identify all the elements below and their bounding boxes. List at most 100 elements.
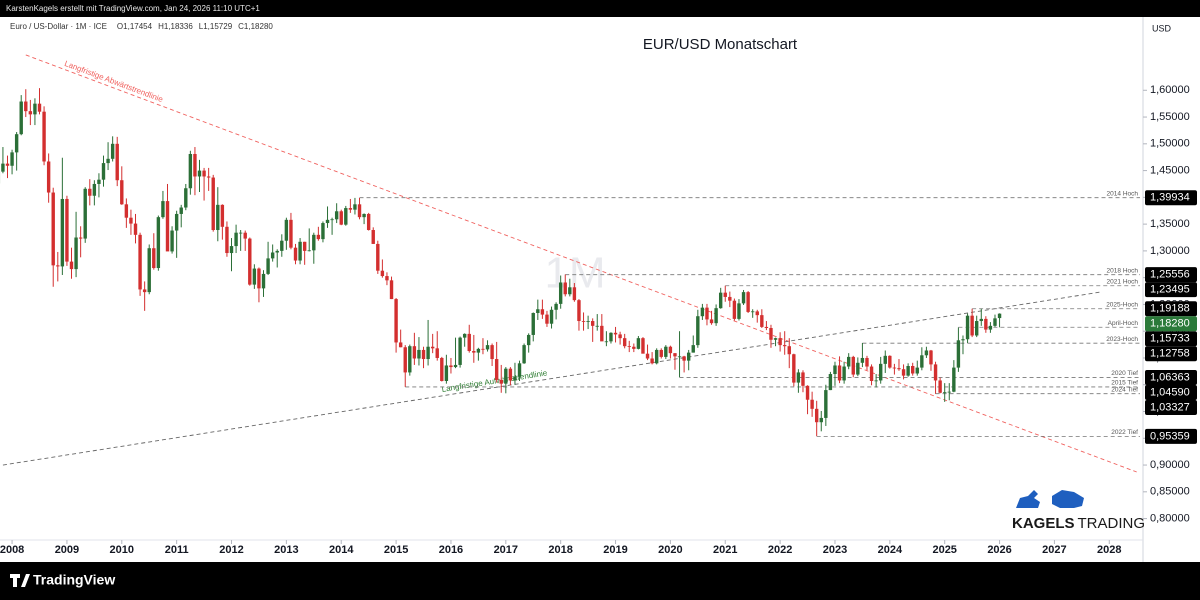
- level-price-box: [1145, 369, 1197, 385]
- x-tick-label: 2014: [329, 544, 354, 556]
- candle-body: [988, 325, 993, 330]
- candle-body: [778, 338, 782, 346]
- level-name: 2024 Tief: [1111, 386, 1138, 393]
- level-name: 2021 Hoch: [1107, 278, 1139, 285]
- level-price-box: [1145, 384, 1197, 400]
- candle-body: [920, 355, 924, 368]
- candle-body: [970, 315, 974, 336]
- candle-body: [202, 170, 206, 177]
- candle-body: [307, 250, 311, 252]
- candle-body: [723, 292, 727, 297]
- candle-body: [545, 314, 549, 324]
- candle-body: [444, 365, 449, 381]
- candle-body: [819, 417, 823, 423]
- candle-body: [238, 232, 243, 234]
- candle-body: [197, 170, 202, 177]
- candle-body: [97, 179, 101, 184]
- candle-body: [408, 346, 412, 373]
- candle-body: [339, 211, 343, 225]
- candle-body: [430, 346, 435, 349]
- level-price-box: [1145, 190, 1197, 206]
- candle-body: [709, 319, 714, 324]
- candle-body: [129, 217, 133, 224]
- x-tick-label: 2017: [494, 544, 518, 556]
- trendline: [25, 54, 1137, 473]
- candle-body: [252, 268, 257, 285]
- candle-body: [184, 188, 188, 208]
- candle-body: [440, 357, 444, 381]
- price-axis: 0,800000,850000,900000,950001,000001,050…: [1143, 84, 1197, 524]
- y-tick-label: 1,45000: [1150, 164, 1190, 176]
- candle-body: [732, 300, 737, 319]
- candle-body: [83, 188, 87, 239]
- x-tick-label: 2015: [384, 544, 408, 556]
- candle-body: [572, 287, 577, 301]
- candle-body: [101, 163, 106, 180]
- candle-body: [380, 270, 385, 277]
- candle-body: [142, 289, 147, 293]
- candle-body: [334, 211, 339, 220]
- candle-body: [792, 354, 796, 383]
- candle-body: [165, 201, 170, 252]
- y-tick-label: 1,50000: [1150, 138, 1190, 150]
- candle-body: [901, 369, 906, 376]
- candle-body: [869, 366, 874, 381]
- candle-body: [371, 230, 375, 244]
- y-tick-label: 0,90000: [1150, 459, 1190, 471]
- candle-body: [74, 237, 78, 270]
- candle-body: [824, 390, 828, 418]
- candle-body: [796, 372, 801, 383]
- bear-icon: [1052, 490, 1084, 508]
- candle-body: [449, 365, 453, 368]
- candle-body: [673, 353, 677, 357]
- candle-body: [956, 340, 961, 368]
- candle-body: [1, 163, 5, 172]
- logo-bold: KAGELS: [1012, 515, 1075, 532]
- candle-body: [622, 338, 627, 347]
- candle-body: [805, 385, 810, 400]
- candle-body: [558, 282, 563, 304]
- candle-body: [161, 201, 165, 218]
- candle-body: [453, 364, 458, 368]
- y-tick-label: 1,55000: [1150, 111, 1190, 123]
- logo-light: TRADING: [1078, 515, 1146, 532]
- candle-body: [664, 346, 668, 357]
- candle-body: [906, 366, 910, 376]
- candle-body: [773, 338, 778, 340]
- candle-body: [718, 292, 723, 309]
- level-name: 2025-Hoch: [1106, 301, 1138, 308]
- candle-body: [60, 198, 65, 267]
- candle-body: [700, 307, 705, 317]
- candle-body: [604, 341, 609, 343]
- candle-body: [78, 237, 83, 239]
- level-name: 2014 Hoch: [1107, 190, 1139, 197]
- candle-body: [494, 359, 499, 380]
- candle-body: [312, 234, 316, 251]
- candle-body: [746, 292, 750, 312]
- legend-key: H: [158, 22, 164, 31]
- candle-body: [760, 315, 764, 327]
- candle-body: [266, 258, 270, 274]
- candle-body: [28, 111, 33, 115]
- level-price-box: [1145, 267, 1197, 283]
- candle-body: [499, 379, 503, 384]
- candle-body: [910, 366, 915, 374]
- legend-key: C: [238, 22, 244, 31]
- y-tick-label: 1,35000: [1150, 218, 1190, 230]
- candle-body: [750, 311, 755, 313]
- level-name: 2023-Hoch: [1106, 336, 1138, 343]
- candle-body: [609, 332, 613, 342]
- candle-body: [362, 213, 366, 218]
- candle-body: [645, 353, 650, 359]
- candle-body: [206, 176, 211, 178]
- x-tick-label: 2023: [823, 544, 847, 556]
- candle-body: [270, 252, 275, 259]
- level-name: April-Hoch: [1108, 320, 1139, 327]
- candle-body: [19, 101, 23, 135]
- candle-body: [787, 346, 791, 355]
- candle-body: [856, 362, 860, 375]
- candle-body: [5, 163, 10, 166]
- candle-body: [302, 241, 307, 251]
- top-bar: [0, 0, 1200, 17]
